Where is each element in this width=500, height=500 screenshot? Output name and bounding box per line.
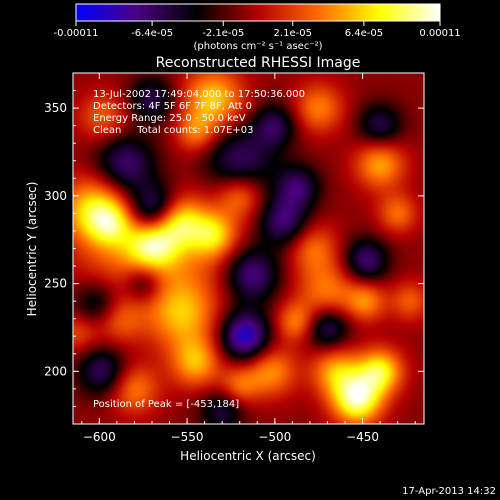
annotation-line: 13-Jul-2002 17:49:04.000 to 17:50:36.000 [93, 89, 305, 100]
colorbar-tick-label: 2.1e-05 [274, 28, 312, 39]
annotation-line: Detectors: 4F 5F 6F 7F 8F, Att 0 [93, 101, 252, 112]
heatmap-plot-area [72, 72, 425, 425]
x-tick-label: −450 [346, 430, 379, 444]
x-axis-ticks: −600 −550 −500 −450 [81, 73, 416, 444]
colorbar-tick-label: -6.4e-05 [131, 28, 173, 39]
footer-timestamp: 17-Apr-2013 14:32 [402, 486, 496, 497]
colorbar-unit-label: (photons cm⁻² s⁻¹ asec⁻²) [193, 41, 322, 52]
y-tick-label: 250 [44, 277, 67, 291]
y-axis-ticks: 200 250 300 350 [44, 90, 424, 407]
heatmap-image [73, 73, 424, 424]
peak-position-note: Position of Peak = [-453,184] [93, 399, 239, 410]
colorbar-ticks: -0.00011 -6.4e-05 -2.1e-05 2.1e-05 6.4e-05 0.… [54, 21, 461, 39]
chart-title: Reconstructed RHESSI Image [156, 55, 361, 71]
y-axis-label: Heliocentric Y (arcsec) [25, 182, 39, 317]
colorbar-tick-label: -2.1e-05 [202, 28, 244, 39]
colorbar: -0.00011 -6.4e-05 -2.1e-05 2.1e-05 6.4e-05 0.… [54, 3, 461, 52]
x-tick-label: −600 [83, 430, 116, 444]
x-tick-label: −550 [171, 430, 204, 444]
header-annotations: 13-Jul-2002 17:49:04.000 to 17:50:36.000… [93, 89, 305, 136]
colorbar-tick-label: 6.4e-05 [345, 28, 383, 39]
annotation-line: Clean Total counts: 1.07E+03 [93, 125, 253, 136]
y-tick-label: 350 [44, 101, 67, 115]
x-tick-label: −500 [258, 430, 291, 444]
colorbar-tick-label: 0.00011 [419, 28, 460, 39]
annotation-line: Energy Range: 25.0 - 50.0 keV [93, 113, 246, 124]
colorbar-gradient [75, 3, 441, 22]
y-tick-label: 200 [44, 364, 67, 378]
colorbar-tick-label: -0.00011 [54, 28, 99, 39]
x-axis-label: Heliocentric X (arcsec) [180, 449, 316, 463]
y-tick-label: 300 [44, 189, 67, 203]
